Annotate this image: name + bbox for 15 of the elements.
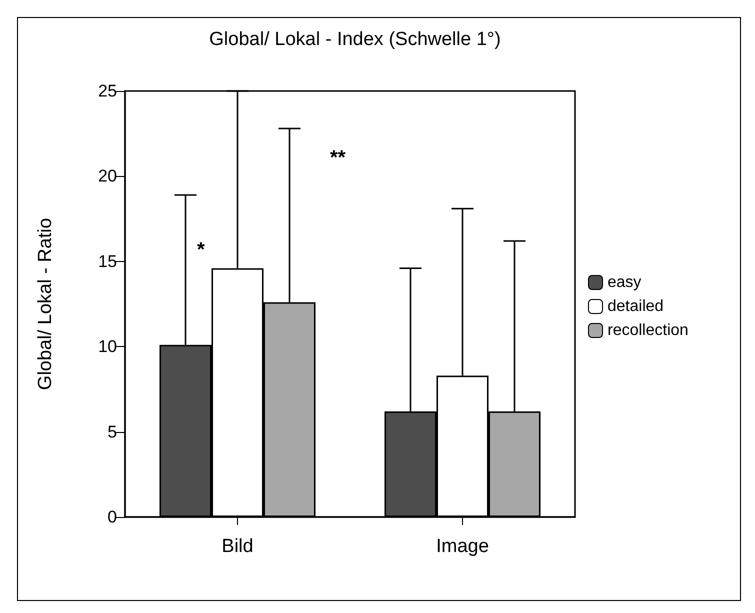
y-tick-label: 5 [108,422,117,442]
y-tick-label: 20 [98,166,117,186]
legend-label: easy [608,274,642,291]
y-tick-label: 10 [98,337,117,356]
y-tick-label: 15 [98,252,117,271]
y-tick-label: 0 [108,508,117,526]
legend-label: recollection [608,322,688,339]
x-tick-label: Image [436,536,489,557]
x-tick-label: Bild [222,536,254,557]
y-axis-title: Global/ Lokal - Ratio [35,218,56,390]
y-tick-label: 25 [98,82,117,100]
legend-label: detailed [608,298,664,315]
annotation: ** [330,147,346,169]
annotation: * [197,239,205,261]
chart-title: Global/ Lokal - Index (Schwelle 1°) [209,29,501,50]
